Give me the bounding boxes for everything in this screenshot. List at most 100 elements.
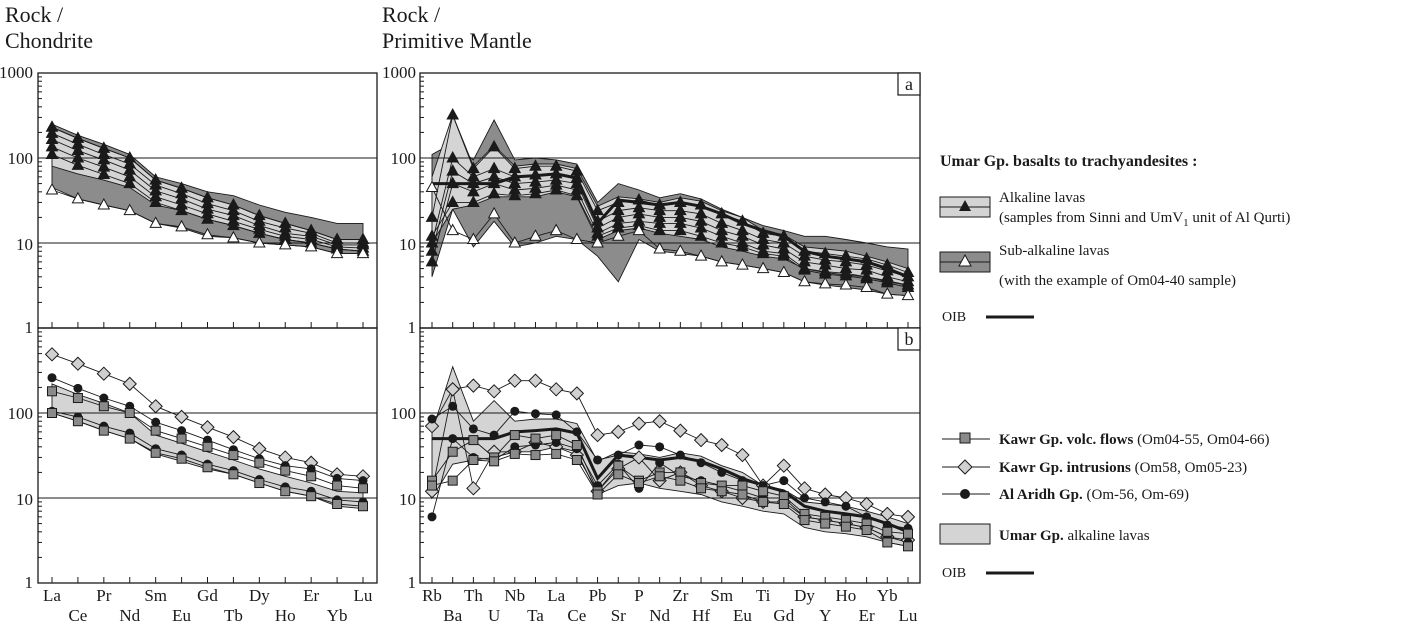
diamond-marker xyxy=(569,386,585,401)
diamond-marker xyxy=(200,420,215,435)
triangle-marker xyxy=(798,263,811,275)
triangle-marker xyxy=(549,223,563,236)
triangle-marker xyxy=(425,210,439,222)
triangle-marker xyxy=(798,274,811,287)
xtick-label: Yb xyxy=(877,586,898,605)
ytick-label: 1 xyxy=(408,573,417,592)
square-marker xyxy=(176,453,187,464)
legend-kawr-intr-bold: Kawr Gp. intrusions xyxy=(999,460,1131,476)
triangle-marker xyxy=(715,235,729,248)
diamond-marker xyxy=(252,441,267,456)
circle-marker xyxy=(489,430,499,440)
legend-aridh-text: Al Aridh Gp. (Om-56, Om-69) xyxy=(999,487,1189,503)
panel-a-label-box xyxy=(897,72,921,96)
square-marker xyxy=(530,450,541,461)
square-marker xyxy=(176,433,187,444)
triangle-marker xyxy=(123,176,137,189)
triangle-marker xyxy=(227,218,240,231)
circle-marker xyxy=(99,393,109,403)
xtick-label: Er xyxy=(859,606,875,625)
mantle-plot-a xyxy=(419,72,921,329)
square-marker xyxy=(613,469,624,480)
diamond-marker xyxy=(96,366,112,381)
circle-marker xyxy=(634,440,644,450)
legend-kawr-flows-marker xyxy=(959,432,971,444)
square-marker xyxy=(716,486,727,497)
xtick-label: Ho xyxy=(275,606,296,625)
xtick-label: Dy xyxy=(794,586,815,605)
square-marker xyxy=(98,401,109,412)
xtick-label: Eu xyxy=(172,606,191,625)
legend-kawr-flows-text: Kawr Gp. volc. flows (Om04-55, Om04-66) xyxy=(999,432,1270,448)
legend-kawr-intr-rest: (Om58, Om05-23) xyxy=(1131,460,1247,476)
triangle-marker xyxy=(487,186,501,199)
legend-top-title: Umar Gp. basalts to trachyandesites : xyxy=(940,153,1197,170)
ytick-label: 100 xyxy=(391,404,417,423)
circle-marker xyxy=(530,409,540,419)
square-marker xyxy=(202,441,213,452)
legend-kawr-intr-marker xyxy=(957,459,973,475)
legend-subalkaline-marker xyxy=(958,253,972,267)
triangle-marker xyxy=(901,288,915,301)
triangle-marker xyxy=(175,203,188,216)
circle-marker xyxy=(613,450,623,460)
legend-bottom: Kawr Gp. volc. flows (Om04-55, Om04-66) … xyxy=(939,432,1270,581)
triangle-marker xyxy=(653,241,666,254)
square-marker xyxy=(633,478,644,489)
diamond-marker xyxy=(859,496,874,512)
circle-marker xyxy=(841,501,851,511)
square-marker xyxy=(737,489,748,500)
square-marker xyxy=(737,480,748,491)
legend-subalkaline-line2: (with the example of Om04-40 sample) xyxy=(999,273,1236,289)
xtick-label: Ti xyxy=(756,586,771,605)
circle-marker xyxy=(593,455,603,465)
diamond-marker xyxy=(424,418,440,434)
circle-marker xyxy=(800,493,810,503)
triangle-marker xyxy=(715,254,729,267)
legend-kawr-flows-bold: Kawr Gp. volc. flows xyxy=(999,432,1133,448)
triangle-marker xyxy=(508,235,522,248)
square-marker xyxy=(530,433,541,444)
xtick-label: Th xyxy=(464,586,483,605)
circle-marker xyxy=(572,427,582,437)
plot-frame xyxy=(419,327,921,584)
ytick-label: 100 xyxy=(391,149,417,168)
triangle-marker xyxy=(487,139,501,152)
triangle-marker xyxy=(653,223,666,236)
circle-marker xyxy=(675,450,685,460)
legend-umar-bold: Umar Gp. xyxy=(999,528,1064,544)
triangle-marker xyxy=(330,246,344,259)
mantle-plot-b xyxy=(419,327,921,584)
triangle-marker xyxy=(529,186,542,199)
circle-marker xyxy=(448,401,458,411)
square-marker xyxy=(758,486,769,497)
square-marker xyxy=(696,483,707,494)
triangle-marker xyxy=(818,276,832,289)
triangle-marker xyxy=(201,212,214,224)
triangle-marker xyxy=(97,197,111,210)
triangle-marker xyxy=(549,182,563,195)
xtick-label: Ho xyxy=(836,586,857,605)
ytick-label: 10 xyxy=(16,235,33,254)
square-marker xyxy=(447,475,458,486)
square-marker xyxy=(613,460,624,471)
diamond-marker xyxy=(174,409,189,425)
square-marker xyxy=(98,425,109,436)
legend-subalkaline-line1: Sub-alkaline lavas xyxy=(999,243,1110,259)
circle-marker xyxy=(820,497,830,507)
legend-kawr-flows-rest: (Om04-55, Om04-66) xyxy=(1133,432,1269,448)
square-marker xyxy=(489,456,500,467)
square-marker xyxy=(571,454,582,465)
triangle-marker xyxy=(425,180,439,192)
triangle-marker xyxy=(880,275,894,288)
triangle-marker xyxy=(227,230,240,243)
ytick-label: 1000 xyxy=(0,63,33,82)
square-marker xyxy=(509,430,520,441)
xtick-label: Nd xyxy=(119,606,140,625)
ytick-label: 10 xyxy=(399,235,416,254)
diamond-marker xyxy=(466,378,481,393)
triangle-marker xyxy=(71,158,85,170)
square-marker xyxy=(254,457,265,468)
